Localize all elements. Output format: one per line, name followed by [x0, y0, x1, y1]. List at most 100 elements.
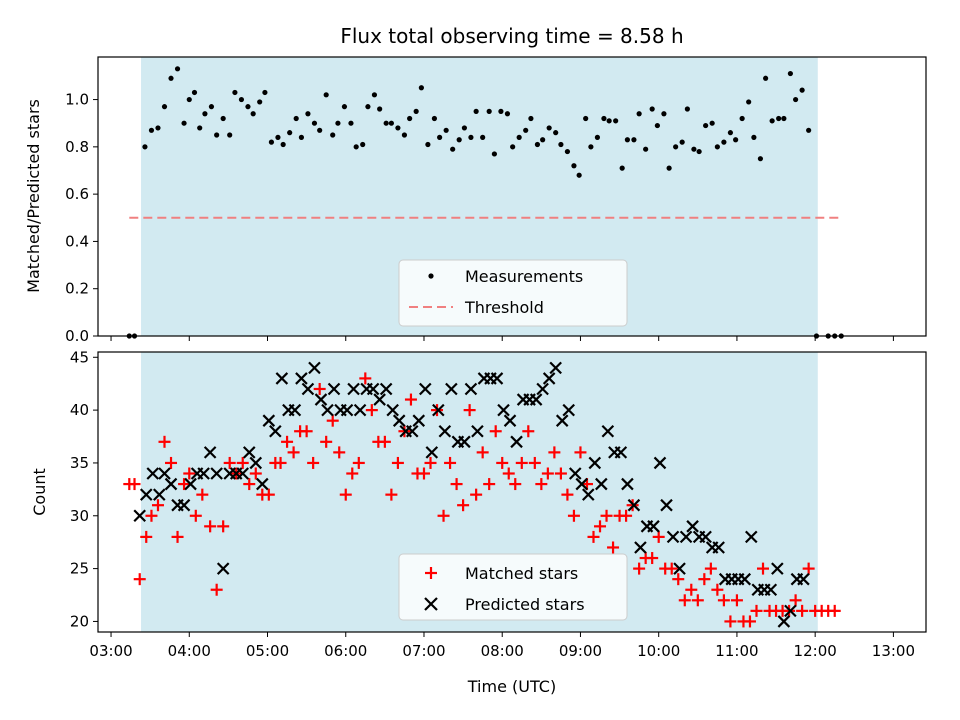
predicted-star-point [256, 477, 269, 491]
measurement-point [666, 165, 672, 171]
measurement-point [250, 111, 256, 117]
measurement-point [437, 134, 443, 140]
top-y-tick-label: 0.2 [65, 280, 89, 298]
measurement-point [588, 144, 594, 150]
matched-star-point [502, 467, 515, 480]
matched-star-point [489, 425, 502, 438]
matched-star-point [178, 478, 191, 491]
matched-star-point [633, 562, 646, 575]
predicted-star-point [288, 403, 302, 417]
matched-star-point [541, 467, 554, 480]
predicted-star-point [464, 382, 478, 396]
measurement-point [155, 125, 161, 131]
predicted-star-point [236, 467, 250, 480]
matched-star-point [515, 456, 528, 469]
predicted-star-point [686, 520, 699, 533]
predicted-star-point [412, 414, 426, 427]
predicted-star-point [588, 456, 602, 470]
bottom-y-tick-label: 35 [70, 454, 89, 472]
predicted-star-point [445, 382, 458, 396]
measurement-point [714, 144, 720, 150]
predicted-star-point [386, 403, 399, 417]
measurement-point [202, 111, 208, 117]
matched-star-point [620, 509, 633, 522]
measurements-series [126, 66, 844, 339]
predicted-star-point [510, 435, 523, 449]
bottom-axes-frame [97, 351, 927, 633]
bottom-x-tick-label: 06:00 [324, 642, 367, 660]
predicted-star-point [373, 393, 386, 406]
measurement-point [751, 134, 757, 140]
matched-star-point [133, 573, 146, 586]
measurement-point [280, 141, 286, 148]
matched-star-point [594, 520, 607, 533]
measurement-point [553, 130, 559, 136]
bottom-x-tick-label: 12:00 [794, 642, 837, 660]
predicted-star-point [432, 403, 445, 417]
measurement-point [643, 146, 649, 152]
legend-marker-matched [425, 567, 437, 579]
measurement-point [619, 165, 625, 171]
predicted-star-point [660, 498, 673, 512]
predicted-star-point [536, 382, 549, 396]
measurement-point [486, 108, 492, 114]
measurement-point [480, 134, 486, 140]
measurement-point [654, 122, 660, 129]
matched-star-point [711, 583, 724, 596]
bottom-panel: 20 25 30 35 40 45 03:00 04:00 05:00 06:00 07:00 08… [30, 348, 927, 696]
matched-star-point [678, 594, 691, 607]
measurement-point [418, 85, 424, 91]
chart-title: Flux total observing time = 8.58 h [340, 24, 683, 48]
matched-star-point [509, 478, 522, 491]
matched-star-point [385, 488, 398, 501]
measurement-point [425, 141, 431, 148]
measurement-point [388, 120, 394, 126]
bottom-x-tick-label: 13:00 [872, 642, 915, 660]
measurement-point [456, 137, 462, 143]
bottom-x-tick-label: 09:00 [559, 642, 602, 660]
measurement-point [148, 127, 155, 133]
measurement-point [208, 104, 215, 110]
measurement-point [335, 120, 341, 126]
matched-star-point [352, 456, 365, 469]
top-plot-area [126, 57, 844, 339]
legend-label-threshold: Threshold [464, 298, 544, 317]
bottom-x-ticks: 03:00 04:00 05:00 06:00 07:00 08:00 09:00 10:00… [89, 632, 915, 660]
matched-star-point [196, 488, 209, 501]
measurement-point [268, 139, 275, 145]
predicted-star-point [314, 393, 328, 406]
matched-star-point [450, 478, 463, 491]
measurement-point [383, 120, 389, 126]
predicted-star-point [184, 477, 197, 491]
predicted-star-point [555, 414, 569, 427]
bottom-y-axis-label: Count [30, 468, 49, 516]
measurement-point [293, 115, 299, 122]
measurement-point [787, 70, 793, 77]
measurement-point [594, 134, 601, 140]
matched-star-point [665, 562, 678, 575]
measurement-point [220, 115, 226, 122]
bottom-x-tick-label: 10:00 [637, 642, 680, 660]
measurement-point [275, 134, 281, 140]
matched-star-point [189, 509, 202, 522]
top-y-tick-label: 0.0 [65, 327, 89, 345]
measurement-point [491, 151, 497, 157]
predicted-star-point [133, 509, 147, 523]
matched-star-point [496, 456, 509, 469]
measurement-point [571, 163, 577, 169]
predicted-star-point [738, 572, 752, 586]
matched-star-point [307, 456, 320, 469]
matched-star-point [587, 530, 600, 543]
measurement-point [631, 137, 637, 143]
measurement-point [613, 118, 619, 124]
predicted-star-point [497, 403, 510, 417]
predicted-star-point [269, 424, 282, 438]
legend-label-predicted: Predicted stars [465, 595, 585, 614]
matched-star-point [204, 520, 217, 533]
legend-marker-measurements [428, 273, 434, 279]
predicted-star-point [575, 477, 589, 491]
measurement-point [371, 92, 378, 98]
matched-star-point [444, 456, 457, 469]
predicted-star-point [242, 446, 256, 459]
measurement-point [323, 92, 329, 98]
